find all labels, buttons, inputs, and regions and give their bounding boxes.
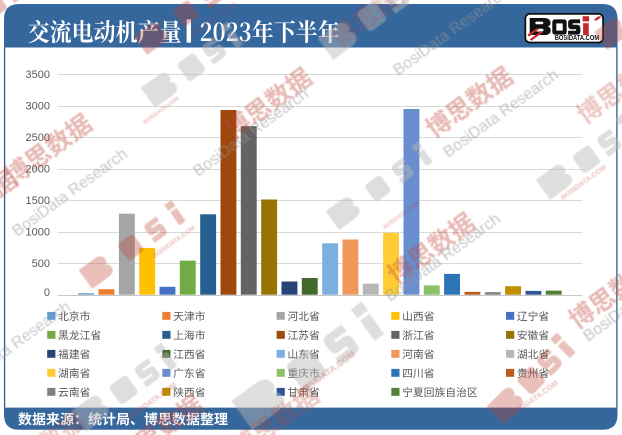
svg-text:1000: 1000 <box>26 227 50 239</box>
svg-text:2000: 2000 <box>26 164 50 176</box>
svg-text:BOSIDATA.COM: BOSIDATA.COM <box>555 35 600 42</box>
svg-text:500: 500 <box>32 258 50 270</box>
svg-text:BosiData Research: BosiData Research <box>0 298 74 393</box>
svg-text:3500: 3500 <box>26 69 50 81</box>
svg-text:BosiData Research: BosiData Research <box>9 145 131 240</box>
svg-text:3000: 3000 <box>26 101 50 113</box>
svg-text:BosiData Research: BosiData Research <box>440 66 562 161</box>
svg-text:2500: 2500 <box>26 132 50 144</box>
svg-text:1500: 1500 <box>26 195 50 207</box>
svg-text:0: 0 <box>44 287 50 299</box>
